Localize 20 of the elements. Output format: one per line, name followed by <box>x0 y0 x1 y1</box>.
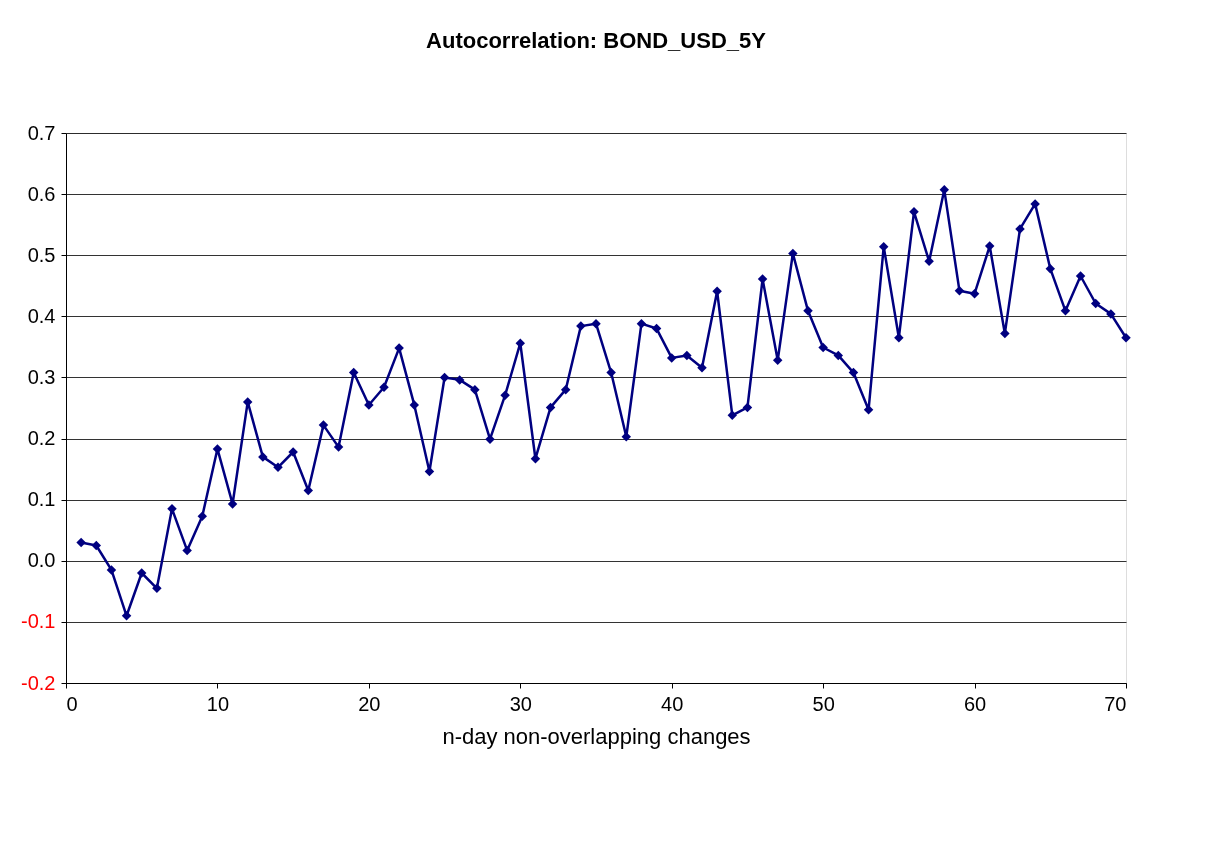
x-tick-label: 50 <box>812 692 835 715</box>
y-tick-label: -0.2 <box>21 671 56 694</box>
y-tick-label: 0.7 <box>27 121 56 144</box>
x-tick-label: 40 <box>661 692 684 715</box>
x-tick-label: 30 <box>509 692 532 715</box>
y-tick-label: 0.4 <box>27 304 56 327</box>
x-tick-label: 20 <box>358 692 381 715</box>
x-tick-label: 70 <box>1104 692 1127 715</box>
y-tick-label: 0.2 <box>27 427 56 450</box>
x-tick-label: 0 <box>66 692 78 715</box>
y-tick-label: 0.1 <box>27 488 56 511</box>
x-tick-label: 10 <box>206 692 230 715</box>
y-tick-label: 0.5 <box>27 243 56 266</box>
y-tick-label: 0.6 <box>27 182 56 205</box>
x-tick-label: 60 <box>963 692 987 715</box>
x-axis-title: n-day non-overlapping changes <box>442 723 751 749</box>
y-tick-label: 0.3 <box>27 365 56 388</box>
y-tick-label: -0.1 <box>21 610 56 633</box>
chart-title: Autocorrelation: BOND_USD_5Y <box>426 28 767 53</box>
y-tick-label: 0.0 <box>27 549 56 572</box>
